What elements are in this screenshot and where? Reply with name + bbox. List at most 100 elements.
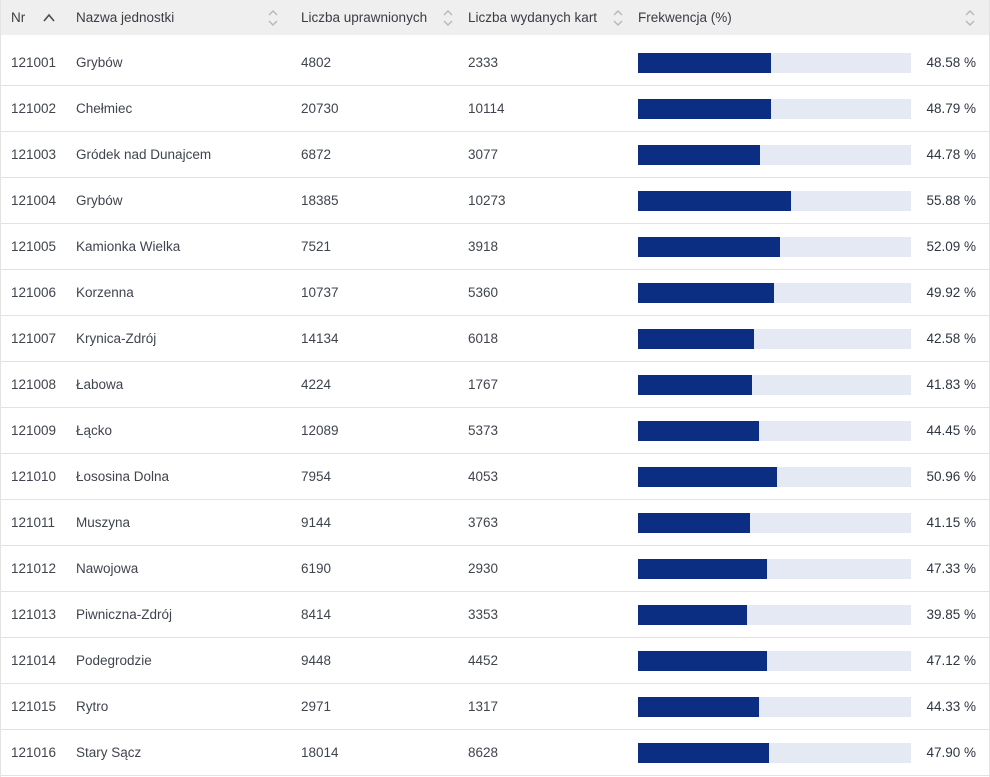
cell-liczba-wydanych-kart: 3918 bbox=[468, 239, 499, 254]
column-header-frekwencja[interactable]: Frekwencja (%) bbox=[638, 0, 989, 35]
sort-ascending-icon[interactable] bbox=[42, 13, 56, 23]
frequency-bar-fill bbox=[638, 558, 768, 579]
column-header-liczba-uprawnionych[interactable]: Liczba uprawnionych bbox=[301, 0, 468, 35]
table-row: 121011 Muszyna 9144 3763 41.15 % bbox=[1, 500, 989, 546]
frequency-value: 47.33 % bbox=[926, 561, 976, 576]
frequency-bar-track bbox=[638, 236, 911, 257]
cell-liczba-uprawnionych: 6872 bbox=[301, 147, 332, 162]
cell-liczba-wydanych-kart: 10114 bbox=[468, 101, 505, 116]
sort-unsorted-icon[interactable] bbox=[267, 9, 279, 27]
cell-liczba-wydanych-kart: 1767 bbox=[468, 377, 499, 392]
frequency-bar-fill bbox=[638, 236, 781, 257]
cell-liczba-wydanych-kart: 3353 bbox=[468, 607, 499, 622]
frequency-bar-track bbox=[638, 512, 911, 533]
cell-nazwa-jednostki: Łącko bbox=[76, 423, 113, 438]
cell-nr: 121011 bbox=[11, 515, 56, 530]
column-label: Frekwencja (%) bbox=[638, 10, 732, 25]
cell-nazwa-jednostki: Podegrodzie bbox=[76, 653, 152, 668]
table-header-row: Nr Nazwa jednostki Liczba uprawnionych L… bbox=[1, 0, 989, 35]
frequency-value: 42.58 % bbox=[926, 331, 976, 346]
frequency-value: 48.79 % bbox=[926, 101, 976, 116]
table-row: 121006 Korzenna 10737 5360 49.92 % bbox=[1, 270, 989, 316]
table-row: 121013 Piwniczna-Zdrój 8414 3353 39.85 % bbox=[1, 592, 989, 638]
cell-nazwa-jednostki: Grybów bbox=[76, 55, 123, 70]
column-header-nr[interactable]: Nr bbox=[1, 0, 76, 35]
cell-nazwa-jednostki: Krynica-Zdrój bbox=[76, 331, 157, 346]
cell-frekwencja: 48.58 % bbox=[638, 52, 989, 73]
cell-liczba-wydanych-kart: 10273 bbox=[468, 193, 506, 208]
frequency-value: 52.09 % bbox=[926, 239, 976, 254]
cell-frekwencja: 44.33 % bbox=[638, 696, 989, 717]
cell-liczba-wydanych-kart: 2930 bbox=[468, 561, 499, 576]
frequency-value: 39.85 % bbox=[926, 607, 976, 622]
frequency-value: 50.96 % bbox=[926, 469, 976, 484]
cell-frekwencja: 41.83 % bbox=[638, 374, 989, 395]
cell-liczba-wydanych-kart: 5373 bbox=[468, 423, 499, 438]
column-header-nazwa-jednostki[interactable]: Nazwa jednostki bbox=[76, 0, 301, 35]
cell-nazwa-jednostki: Nawojowa bbox=[76, 561, 139, 576]
cell-nazwa-jednostki: Gródek nad Dunajcem bbox=[76, 147, 212, 162]
sort-unsorted-icon[interactable] bbox=[964, 9, 976, 27]
frequency-bar-track bbox=[638, 98, 911, 119]
cell-nr: 121005 bbox=[11, 239, 57, 254]
cell-nr: 121014 bbox=[11, 653, 57, 668]
cell-liczba-wydanych-kart: 5360 bbox=[468, 285, 499, 300]
cell-frekwencja: 41.15 % bbox=[638, 512, 989, 533]
column-label: Liczba wydanych kart bbox=[468, 10, 598, 25]
frequency-bar-fill bbox=[638, 512, 751, 533]
column-header-liczba-wydanych-kart[interactable]: Liczba wydanych kart bbox=[468, 0, 638, 35]
table-row: 121009 Łącko 12089 5373 44.45 % bbox=[1, 408, 989, 454]
frequency-bar-fill bbox=[638, 52, 771, 73]
cell-liczba-wydanych-kart: 6018 bbox=[468, 331, 499, 346]
frequency-bar-fill bbox=[638, 190, 791, 211]
cell-liczba-uprawnionych: 4802 bbox=[301, 55, 332, 70]
table-row: 121003 Gródek nad Dunajcem 6872 3077 44.… bbox=[1, 132, 989, 178]
cell-nr: 121012 bbox=[11, 561, 57, 576]
frequency-bar-fill bbox=[638, 604, 747, 625]
column-label: Liczba uprawnionych bbox=[301, 10, 428, 25]
cell-frekwencja: 39.85 % bbox=[638, 604, 989, 625]
table-row: 121012 Nawojowa 6190 2930 47.33 % bbox=[1, 546, 989, 592]
sort-unsorted-icon[interactable] bbox=[612, 9, 624, 27]
cell-liczba-uprawnionych: 18385 bbox=[301, 193, 339, 208]
cell-liczba-uprawnionych: 9144 bbox=[301, 515, 332, 530]
sort-unsorted-icon[interactable] bbox=[442, 9, 454, 27]
frequency-value: 44.45 % bbox=[926, 423, 976, 438]
cell-liczba-wydanych-kart: 4452 bbox=[468, 653, 499, 668]
cell-nr: 121007 bbox=[11, 331, 57, 346]
frequency-bar-fill bbox=[638, 420, 760, 441]
cell-liczba-uprawnionych: 20730 bbox=[301, 101, 339, 116]
frequency-bar-fill bbox=[638, 466, 778, 487]
cell-nazwa-jednostki: Stary Sącz bbox=[76, 745, 142, 760]
frequency-bar-fill bbox=[638, 374, 753, 395]
frequency-value: 41.15 % bbox=[926, 515, 976, 530]
cell-liczba-uprawnionych: 12089 bbox=[301, 423, 339, 438]
cell-liczba-uprawnionych: 10737 bbox=[301, 285, 339, 300]
cell-liczba-uprawnionych: 18014 bbox=[301, 745, 339, 760]
frequency-value: 47.12 % bbox=[926, 653, 976, 668]
table-row: 121004 Grybów 18385 10273 55.88 % bbox=[1, 178, 989, 224]
cell-liczba-uprawnionych: 4224 bbox=[301, 377, 332, 392]
cell-liczba-wydanych-kart: 3077 bbox=[468, 147, 499, 162]
cell-frekwencja: 44.78 % bbox=[638, 144, 989, 165]
frequency-bar-fill bbox=[638, 696, 760, 717]
table-row: 121010 Łososina Dolna 7954 4053 50.96 % bbox=[1, 454, 989, 500]
cell-liczba-uprawnionych: 14134 bbox=[301, 331, 339, 346]
frequency-value: 55.88 % bbox=[926, 193, 976, 208]
cell-liczba-uprawnionych: 9448 bbox=[301, 653, 332, 668]
cell-nr: 121003 bbox=[11, 147, 57, 162]
table-row: 121014 Podegrodzie 9448 4452 47.12 % bbox=[1, 638, 989, 684]
cell-frekwencja: 50.96 % bbox=[638, 466, 989, 487]
frequency-bar-track bbox=[638, 466, 911, 487]
cell-frekwencja: 47.90 % bbox=[638, 742, 989, 763]
cell-liczba-uprawnionych: 6190 bbox=[301, 561, 332, 576]
cell-frekwencja: 49.92 % bbox=[638, 282, 989, 303]
cell-nazwa-jednostki: Grybów bbox=[76, 193, 123, 208]
cell-liczba-wydanych-kart: 1317 bbox=[468, 699, 499, 714]
cell-frekwencja: 47.12 % bbox=[638, 650, 989, 671]
frequency-bar-track bbox=[638, 52, 911, 73]
frequency-bar-track bbox=[638, 144, 911, 165]
table-row: 121015 Rytro 2971 1317 44.33 % bbox=[1, 684, 989, 730]
cell-liczba-uprawnionych: 2971 bbox=[301, 699, 332, 714]
